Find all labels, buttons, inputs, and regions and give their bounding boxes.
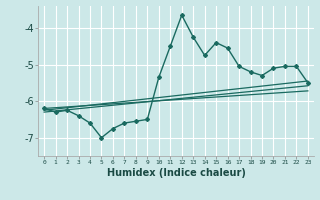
X-axis label: Humidex (Indice chaleur): Humidex (Indice chaleur) <box>107 168 245 178</box>
